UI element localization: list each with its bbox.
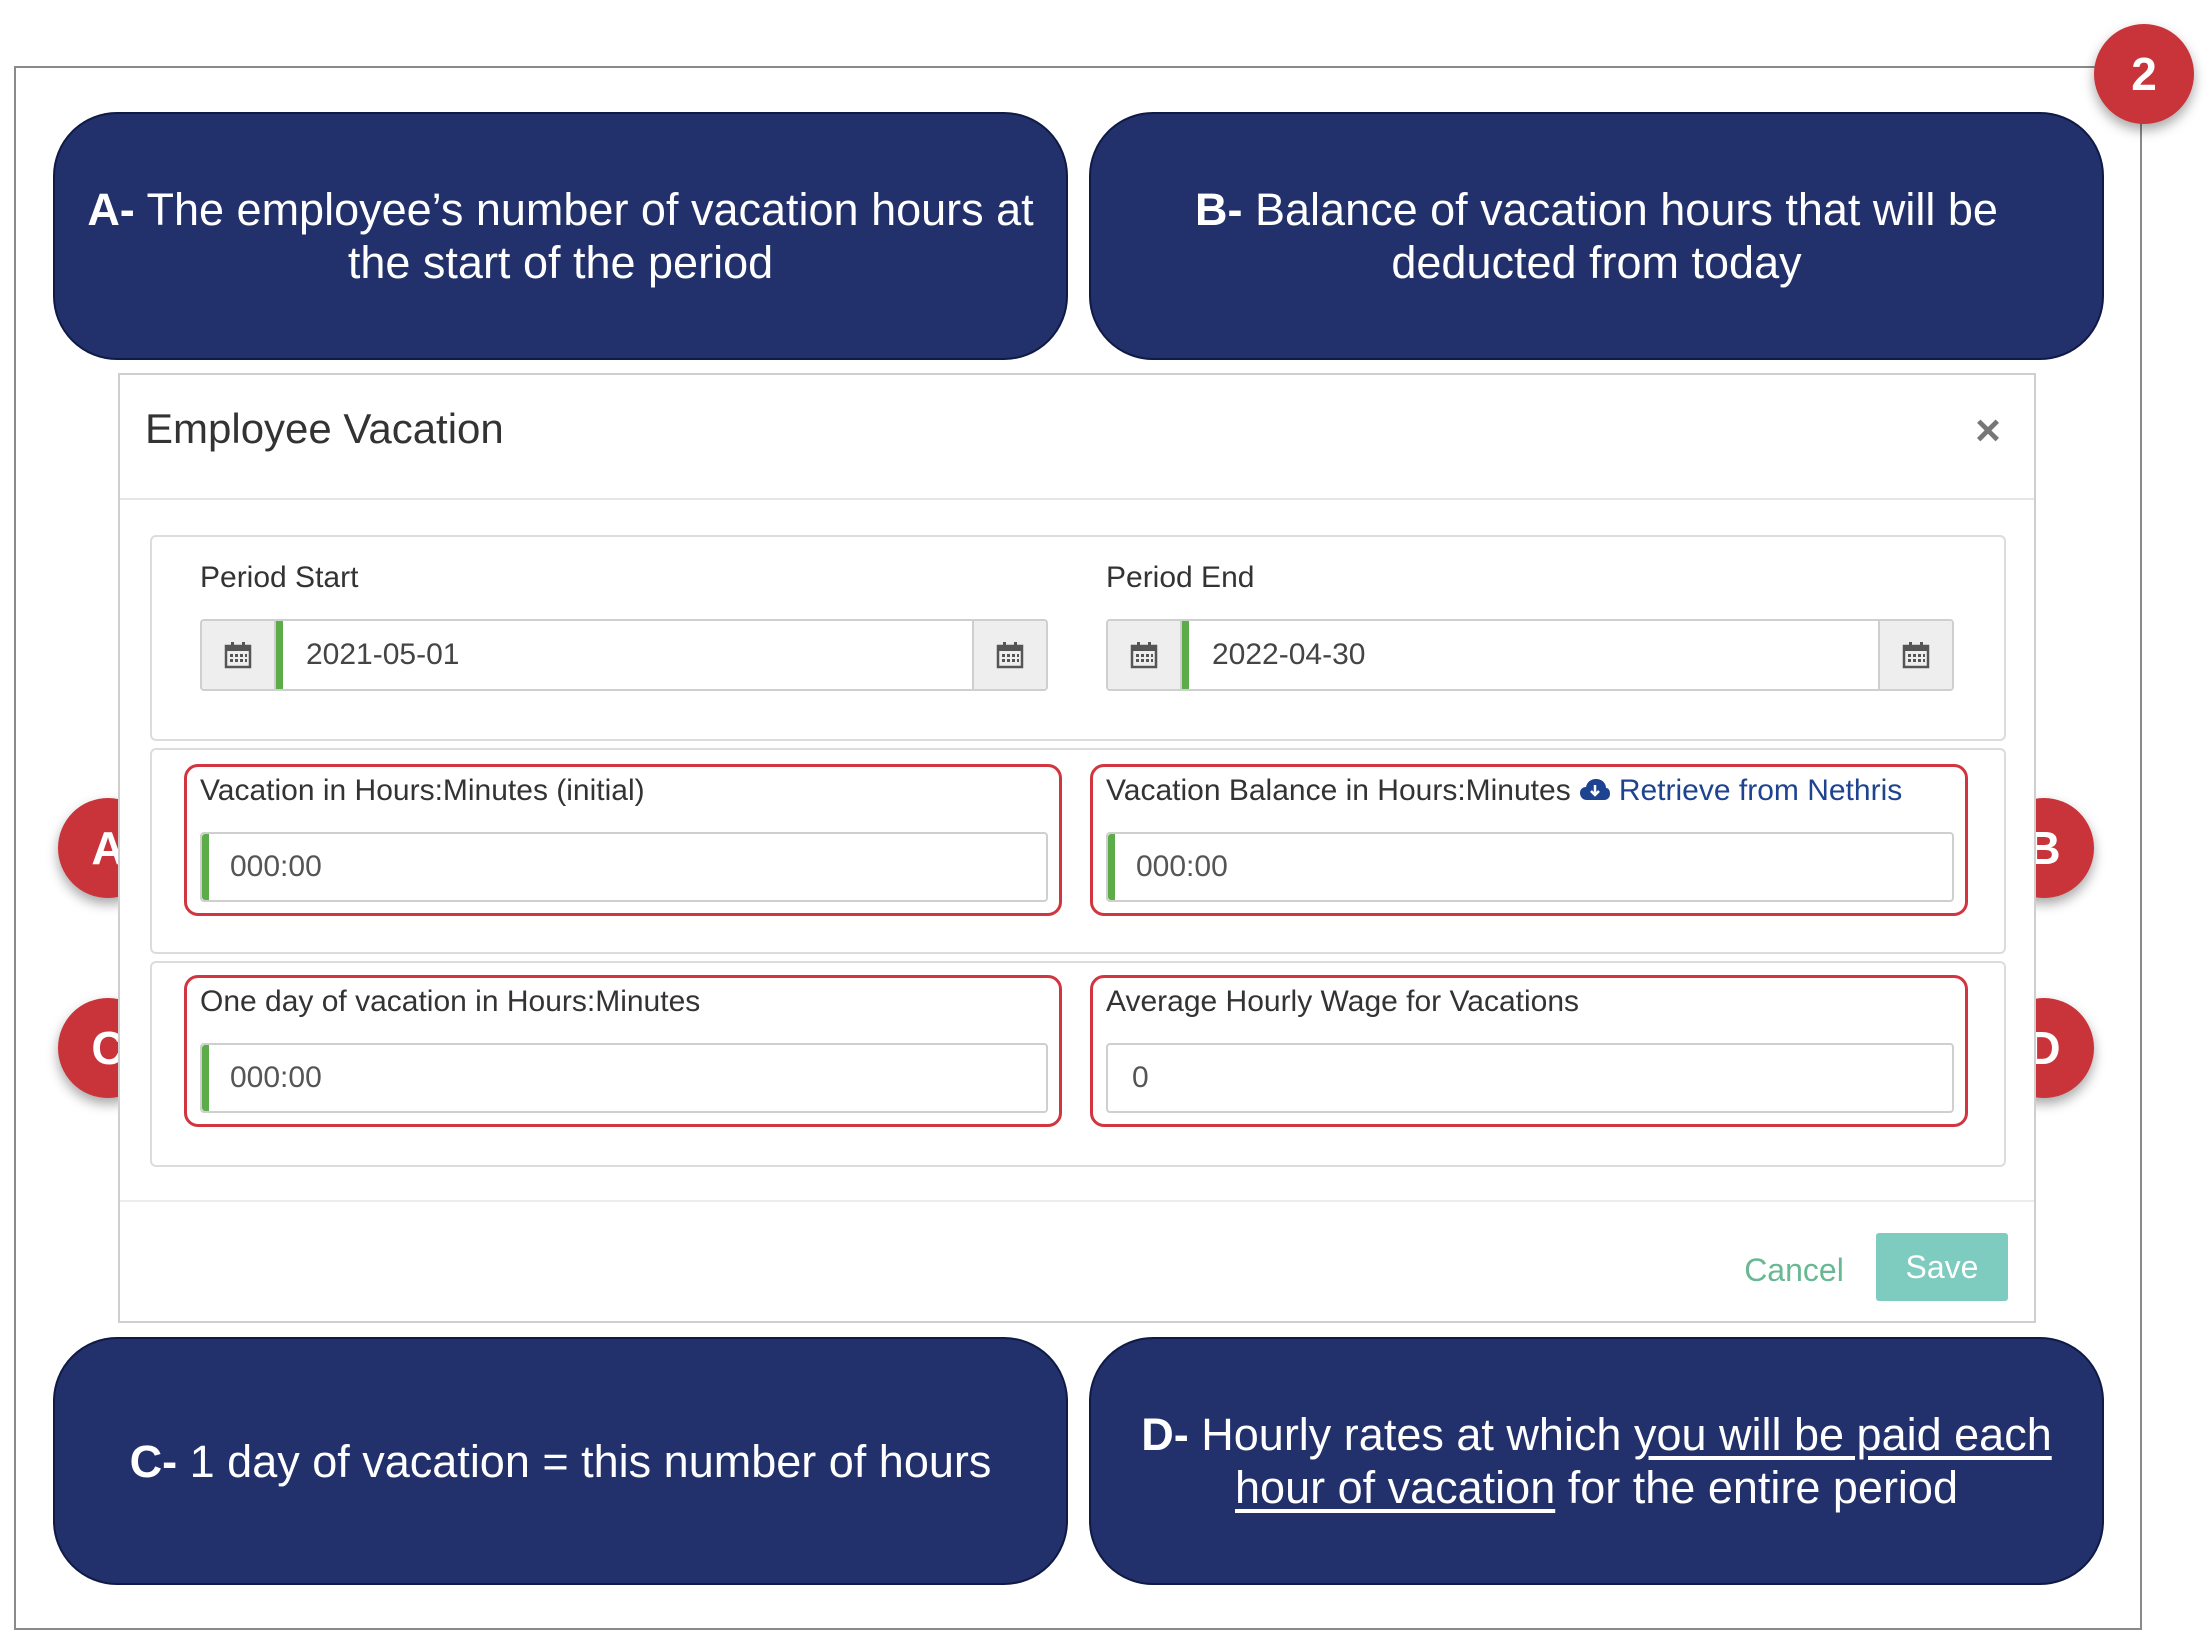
period-end-picker[interactable]: 2022-04-30 (1106, 619, 1954, 691)
input-accent-bar (202, 834, 209, 900)
callout-b-text: B- Balance of vacation hours that will b… (1115, 183, 2078, 289)
callout-c-lead: C- (129, 1435, 178, 1487)
callout-d: D- Hourly rates at which you will be pai… (1089, 1337, 2104, 1585)
callout-a-body: The employee’s number of vacation hours … (146, 184, 1034, 288)
callout-a-lead: A- (87, 184, 135, 235)
input-accent-bar (1182, 621, 1189, 689)
vacation-initial-input[interactable]: 000:00 (200, 832, 1048, 902)
vacation-initial-value: 000:00 (230, 850, 322, 883)
one-day-input[interactable]: 000:00 (200, 1043, 1048, 1113)
cancel-button[interactable]: Cancel (1744, 1251, 1844, 1288)
period-end-label: Period End (1106, 561, 1255, 594)
callout-d-lead: D- (1141, 1409, 1189, 1460)
one-day-label: One day of vacation in Hours:Minutes (200, 985, 701, 1018)
avg-wage-input[interactable]: 0 (1106, 1043, 1954, 1113)
period-start-picker[interactable]: 2021-05-01 (200, 619, 1048, 691)
callout-d-text: D- Hourly rates at which you will be pai… (1115, 1408, 2078, 1514)
employee-vacation-dialog: Employee Vacation × Period Start 2021-05… (118, 373, 2036, 1323)
highlight-a-outline (184, 764, 1062, 916)
one-day-value: 000:00 (230, 1061, 322, 1094)
period-start-label: Period Start (200, 561, 359, 594)
callout-a-text: A- The employee’s number of vacation hou… (79, 183, 1042, 289)
input-accent-bar (276, 621, 283, 689)
vacation-rate-panel: One day of vacation in Hours:Minutes 000… (150, 961, 2006, 1167)
save-button[interactable]: Save (1876, 1233, 2008, 1301)
callout-c: C- 1 day of vacation = this number of ho… (53, 1337, 1068, 1585)
dialog-title: Employee Vacation (145, 405, 504, 452)
highlight-d-outline (1090, 975, 1968, 1127)
period-end-value[interactable]: 2022-04-30 (1212, 638, 1366, 671)
callout-a: A- The employee’s number of vacation hou… (53, 112, 1068, 360)
callout-b-body: Balance of vacation hours that will be d… (1255, 184, 1998, 288)
callout-d-body-start: Hourly rates at which (1201, 1409, 1622, 1460)
callout-d-body-underlined: you will be paid each hour of vacation (1235, 1409, 2052, 1513)
avg-wage-value: 0 (1132, 1061, 1149, 1094)
period-panel: Period Start 2021-05-01 Period End 2022-… (150, 535, 2006, 741)
retrieve-from-nethris-link[interactable]: Retrieve from Nethris (1618, 774, 1903, 807)
period-start-value[interactable]: 2021-05-01 (306, 638, 460, 671)
step-number-badge: 2 (2094, 24, 2194, 124)
cloud-download-icon[interactable] (1579, 775, 1619, 806)
callout-b-lead: B- (1195, 184, 1243, 235)
dialog-header: Employee Vacation × (120, 375, 2034, 500)
callout-b: B- Balance of vacation hours that will b… (1089, 112, 2104, 360)
vacation-initial-label: Vacation in Hours:Minutes (initial) (200, 774, 645, 807)
dialog-footer-divider (120, 1200, 2034, 1202)
calendar-icon[interactable] (1878, 621, 1952, 689)
input-accent-bar (202, 1045, 209, 1111)
calendar-icon[interactable] (972, 621, 1046, 689)
calendar-icon[interactable] (202, 621, 276, 689)
callout-c-text: C- 1 day of vacation = this number of ho… (130, 1435, 992, 1488)
vacation-balance-input[interactable]: 000:00 (1106, 832, 1954, 902)
highlight-b-outline (1090, 764, 1968, 916)
vacation-balance-label-group: Vacation Balance in Hours:Minutes Retrie… (1106, 774, 1902, 808)
callout-c-body: 1 day of vacation = this number of hours (189, 1435, 992, 1487)
vacation-balance-label: Vacation Balance in Hours:Minutes (1106, 774, 1571, 807)
avg-wage-label: Average Hourly Wage for Vacations (1106, 985, 1580, 1018)
close-icon[interactable]: × (1975, 406, 2001, 455)
vacation-hours-panel: Vacation in Hours:Minutes (initial) 000:… (150, 748, 2006, 954)
callout-d-body-end: for the entire period (1567, 1462, 1958, 1513)
vacation-balance-value: 000:00 (1136, 850, 1228, 883)
calendar-icon[interactable] (1108, 621, 1182, 689)
highlight-c-outline (184, 975, 1062, 1127)
input-accent-bar (1108, 834, 1115, 900)
